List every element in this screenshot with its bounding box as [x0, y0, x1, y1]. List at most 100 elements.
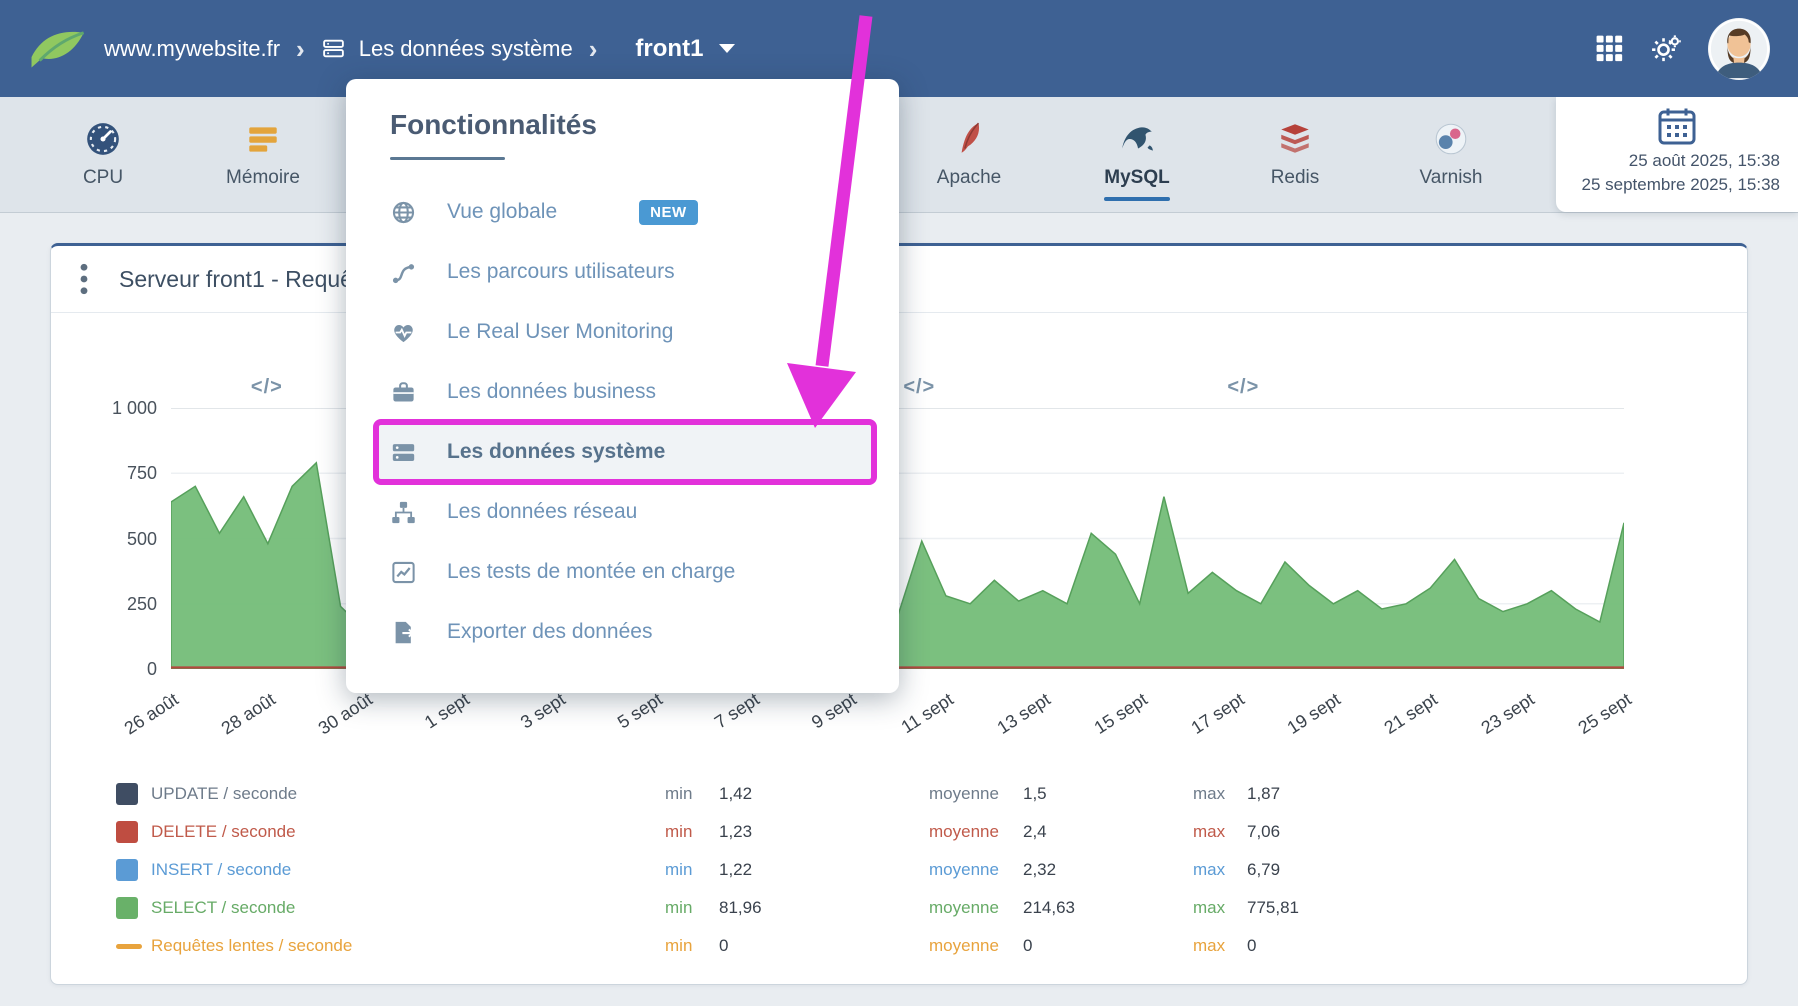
- legend-swatch[interactable]: [116, 897, 138, 919]
- legend-row: DELETE / seconde min 1,23 moyenne 2,4 max 7,06: [116, 813, 1747, 851]
- navbar-actions: [1594, 17, 1770, 80]
- legend-min-value: 81,96: [719, 898, 762, 917]
- tab-label: Mémoire: [226, 167, 300, 188]
- legend-avg-label: moyenne: [929, 898, 999, 917]
- network-icon: [390, 499, 417, 526]
- x-tick-label: 13 sept: [993, 689, 1054, 738]
- tab-label: Redis: [1270, 167, 1320, 188]
- legend-row: UPDATE / seconde min 1,42 moyenne 1,5 max 1,87: [116, 775, 1747, 813]
- deploy-marker-icon[interactable]: </>: [250, 376, 283, 398]
- user-avatar[interactable]: [1708, 17, 1770, 80]
- briefcase-icon: [390, 379, 417, 406]
- tab-apache[interactable]: Apache: [924, 120, 1014, 189]
- tab-label: Apache: [936, 167, 1002, 188]
- legend-series-name[interactable]: DELETE / seconde: [151, 822, 296, 841]
- chart-line-icon: [390, 559, 417, 586]
- cpu-gauge-icon: [84, 120, 122, 158]
- legend-max-value: 775,81: [1247, 898, 1299, 917]
- tab-label: MySQL: [1104, 167, 1170, 188]
- chevron-right-icon: ›: [296, 33, 305, 64]
- menu-item-real-user-monitoring[interactable]: Le Real User Monitoring: [346, 302, 899, 362]
- menu-item-label: Le Real User Monitoring: [447, 320, 674, 343]
- redis-cube-icon: [1276, 120, 1314, 158]
- menu-item-label: Les parcours utilisateurs: [447, 260, 675, 283]
- menu-item-exporter-donnees[interactable]: Exporter des données: [346, 602, 899, 662]
- legend-min-value: 1,22: [719, 860, 753, 879]
- date-range-end: 25 septembre 2025, 15:38: [1581, 175, 1780, 194]
- breadcrumb-section[interactable]: Les données système: [321, 36, 573, 62]
- legend-swatch[interactable]: [116, 821, 138, 843]
- route-icon: [390, 259, 417, 286]
- x-tick-label: 23 sept: [1477, 689, 1539, 738]
- menu-item-label: Vue globale: [447, 200, 558, 223]
- legend-series-name[interactable]: Requêtes lentes / seconde: [151, 936, 353, 955]
- legend-min-label: min: [665, 822, 693, 841]
- memory-icon: [244, 120, 282, 158]
- legend-max-label: max: [1193, 898, 1226, 917]
- legend-max-label: max: [1193, 860, 1226, 879]
- tab-mysql[interactable]: MySQL: [1092, 120, 1182, 189]
- globe-icon: [390, 199, 417, 226]
- legend-series-name[interactable]: UPDATE / seconde: [151, 784, 298, 803]
- x-tick-label: 3 sept: [517, 689, 570, 733]
- date-range-picker[interactable]: 25 août 2025, 15:38 25 septembre 2025, 1…: [1556, 97, 1798, 212]
- legend-min-label: min: [665, 784, 693, 803]
- x-tick-label: 15 sept: [1090, 689, 1151, 738]
- legend-swatch[interactable]: [116, 783, 138, 805]
- y-tick-label: 0: [146, 659, 157, 679]
- legend-avg-label: moyenne: [929, 822, 999, 841]
- heart-pulse-icon: [390, 319, 417, 346]
- legend-series-name[interactable]: INSERT / seconde: [151, 860, 292, 879]
- chart-card-header: Serveur front1 - Requê: [51, 246, 1747, 313]
- x-tick-label: 17 sept: [1187, 689, 1248, 738]
- kebab-menu-icon[interactable]: [79, 263, 89, 295]
- server-selector[interactable]: front1: [635, 35, 736, 63]
- tab-mémoire[interactable]: Mémoire: [218, 120, 308, 189]
- breadcrumb-section-label: Les données système: [358, 35, 573, 61]
- features-dropdown: Fonctionnalités Vue globale NEW Les parcou…: [346, 79, 899, 693]
- x-tick-label: 25 sept: [1574, 689, 1635, 738]
- menu-item-parcours-utilisateurs[interactable]: Les parcours utilisateurs: [346, 242, 899, 302]
- settings-gears-icon[interactable]: [1651, 33, 1682, 64]
- tab-varnish[interactable]: Varnish: [1406, 120, 1496, 189]
- legend-swatch[interactable]: [116, 859, 138, 881]
- deploy-marker-icon[interactable]: </>: [1227, 376, 1260, 398]
- menu-item-label: Les données système: [447, 440, 666, 463]
- legend-avg-value: 1,5: [1023, 784, 1047, 803]
- apps-grid-icon[interactable]: [1594, 33, 1625, 64]
- menu-items: Vue globale NEW Les parcours utilisateurs L…: [346, 182, 899, 662]
- legend-min-label: min: [665, 936, 693, 955]
- menu-item-tests-montee-charge[interactable]: Les tests de montée en charge: [346, 542, 899, 602]
- legend-swatch[interactable]: [116, 943, 142, 949]
- legend-avg-value: 2,32: [1023, 860, 1057, 879]
- deploy-marker-icon[interactable]: </>: [903, 376, 936, 398]
- menu-item-vue-globale[interactable]: Vue globale NEW: [346, 182, 899, 242]
- legend-max-value: 0: [1247, 936, 1257, 955]
- x-tick-label: 26 août: [120, 689, 182, 739]
- date-range-start: 25 août 2025, 15:38: [1628, 151, 1780, 170]
- menu-item-donnees-reseau[interactable]: Les données réseau: [346, 482, 899, 542]
- legend-max-label: max: [1193, 784, 1226, 803]
- legend-min-value: 1,23: [719, 822, 753, 841]
- legend-max-value: 7,06: [1247, 822, 1281, 841]
- legend-avg-label: moyenne: [929, 784, 999, 803]
- chevron-right-icon: ›: [588, 33, 598, 64]
- x-tick-label: 5 sept: [614, 689, 667, 733]
- tab-label: CPU: [82, 167, 124, 188]
- x-tick-label: 30 août: [314, 689, 376, 739]
- annotation-highlight-box: [373, 419, 877, 485]
- legend-avg-value: 0: [1023, 936, 1033, 955]
- menu-item-donnees-business[interactable]: Les données business: [346, 362, 899, 422]
- legend-avg-value: 2,4: [1023, 822, 1047, 841]
- legend-min-value: 0: [719, 936, 729, 955]
- app-logo-leaf-icon[interactable]: [28, 27, 86, 71]
- legend-series-name[interactable]: SELECT / seconde: [151, 898, 296, 917]
- chart-card-title: Serveur front1 - Requê: [119, 265, 353, 292]
- menu-item-donnees-systeme[interactable]: Les données système: [346, 422, 899, 482]
- tab-cpu[interactable]: CPU: [58, 120, 148, 189]
- y-tick-label: 250: [126, 593, 157, 614]
- breadcrumb-site[interactable]: www.mywebsite.fr: [104, 35, 281, 61]
- tab-redis[interactable]: Redis: [1250, 120, 1340, 189]
- metrics-toolbar: CPU Mémoire Apache MySQL Redis Varnish 25 aoû…: [0, 97, 1798, 213]
